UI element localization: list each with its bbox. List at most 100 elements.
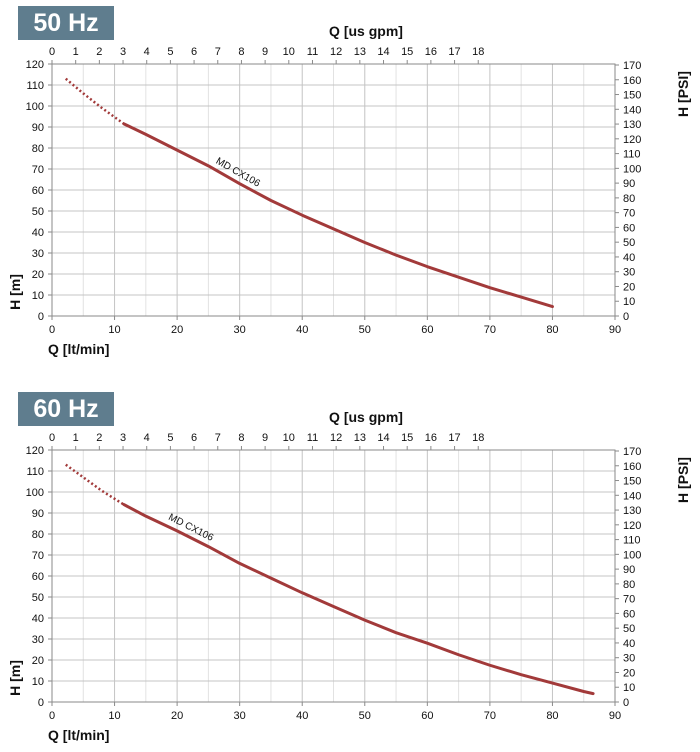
x-tick-label: 80 [546,710,558,722]
y2-tick-label: 120 [623,520,641,532]
y-tick-label: 120 [26,445,44,457]
y2-tick-label: 100 [623,549,641,561]
x-tick-label: 90 [609,710,621,722]
x2-tick-label: 14 [377,432,389,444]
pump-curve-chart: 0 10 20 30 40 50 60 70 80 900 1 2 3 4 5 6 7 8 9 10 11 12 13 14 1… [7,23,691,357]
x2-tick-label: 16 [425,46,437,58]
x2-tick-label: 4 [144,46,150,58]
x-tick-label: 60 [421,324,433,336]
y-tick-label: 100 [26,101,44,113]
x2-tick-label: 10 [283,46,295,58]
x2-tick-label: 10 [283,432,295,444]
y-tick-label: 90 [32,122,44,134]
x-tick-label: 70 [484,710,496,722]
y2-tick-label: 60 [623,222,635,234]
y2-tick-label: 50 [623,237,635,249]
y2-tick-label: 40 [623,252,635,264]
x-tick-label: 30 [234,324,246,336]
x2-tick-label: 14 [377,46,389,58]
y2-tick-label: 80 [623,579,635,591]
y2-tick-label: 90 [623,178,635,190]
y-tick-label: 0 [38,311,44,323]
x2-tick-label: 15 [401,432,413,444]
series-line [122,122,554,309]
x2-tick-label: 8 [238,46,244,58]
x-tick-label: 10 [108,710,120,722]
y-tick-label: 60 [32,571,44,583]
y2-tick-label: 160 [623,75,641,87]
chart-panel-60hz: 60 Hz 0 10 20 30 40 50 60 70 80 90 0 1 2 3 4 5 6 7 8 9 10 11 1… [0,392,700,752]
y2-tick-label: 120 [623,134,641,146]
x2-tick-label: 15 [401,46,413,58]
y-tick-label: 110 [26,466,44,478]
series-line-dotted [65,463,125,506]
x2-tick-label: 2 [96,432,102,444]
y2-tick-label: 60 [623,608,635,620]
y2-tick-label: 30 [623,653,635,665]
x2-tick-label: 17 [448,432,460,444]
y-tick-label: 70 [32,550,44,562]
x2-axis-title: Q [us gpm] [329,23,403,39]
x-axis-title: Q [lt/min] [48,341,109,357]
x-axis-title: Q [lt/min] [48,727,109,743]
y-tick-label: 10 [32,676,44,688]
x-tick-label: 60 [421,710,433,722]
y-axis-title: H [m] [7,274,23,310]
x2-tick-label: 11 [307,46,318,58]
y-tick-label: 70 [32,164,44,176]
x2-tick-label: 12 [330,46,342,58]
y-axis-title: H [m] [7,660,23,696]
x2-tick-label: 6 [191,432,197,444]
y-tick-label: 100 [26,487,44,499]
y2-tick-label: 80 [623,193,635,205]
y-tick-label: 50 [32,592,44,604]
y2-tick-label: 40 [623,638,635,650]
series-line-dotted [64,77,125,125]
y2-tick-label: 170 [623,60,641,72]
y2-tick-label: 110 [623,535,641,547]
y2-tick-label: 150 [623,90,641,102]
x-tick-label: 80 [546,324,558,336]
y2-tick-label: 30 [623,267,635,279]
y2-tick-label: 0 [623,697,629,709]
x-tick-label: 50 [359,710,371,722]
x2-tick-label: 11 [307,432,318,444]
y2-tick-label: 130 [623,119,641,131]
y2-tick-label: 140 [623,490,641,502]
x-tick-label: 10 [108,324,120,336]
y-tick-label: 110 [26,80,44,92]
y2-tick-label: 70 [623,594,635,606]
y-tick-label: 40 [32,227,44,239]
x2-tick-label: 6 [191,46,197,58]
x-tick-label: 30 [234,710,246,722]
y2-tick-label: 10 [623,682,635,694]
y-tick-label: 10 [32,290,44,302]
x2-axis-title: Q [us gpm] [329,409,403,425]
y-tick-label: 120 [26,59,44,71]
chart-panel-50hz: 50 Hz 0 10 20 30 40 50 60 70 80 90 0 1 2 3 4 5 6 7 8 9 10 11 1… [0,6,700,366]
y-tick-label: 40 [32,613,44,625]
x2-tick-label: 3 [120,46,126,58]
y-tick-label: 0 [38,697,44,709]
y2-tick-label: 160 [623,461,641,473]
x2-tick-label: 7 [215,432,221,444]
x2-tick-label: 4 [144,432,150,444]
x2-tick-label: 9 [262,46,268,58]
x2-tick-label: 5 [167,432,173,444]
x2-tick-label: 18 [472,432,484,444]
y2-tick-label: 110 [623,149,641,161]
x2-tick-label: 13 [354,46,366,58]
x-tick-label: 0 [49,710,55,722]
y-tick-label: 20 [32,269,44,281]
y2-tick-label: 170 [623,446,641,458]
x2-tick-label: 3 [120,432,126,444]
x-tick-label: 0 [49,324,55,336]
x2-tick-label: 9 [262,432,268,444]
y-tick-label: 80 [32,143,44,155]
x-tick-label: 90 [609,324,621,336]
x2-tick-label: 18 [472,46,484,58]
x2-tick-label: 17 [448,46,460,58]
x2-tick-label: 13 [354,432,366,444]
y-tick-label: 60 [32,185,44,197]
y-tick-label: 50 [32,206,44,218]
